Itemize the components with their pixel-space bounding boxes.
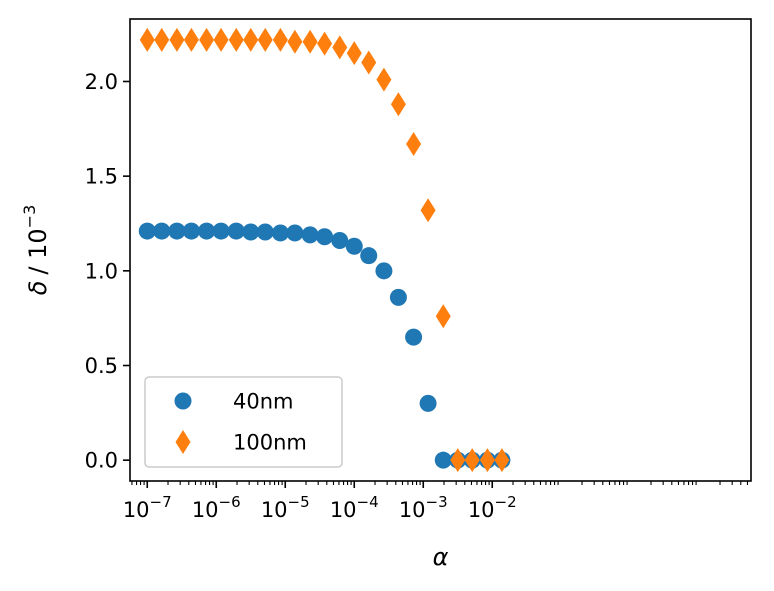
x-axis-label: α — [433, 543, 449, 571]
x-tick-label: 10−3 — [399, 493, 448, 522]
data-point-100nm-15 — [361, 50, 377, 75]
data-point-100nm-18 — [406, 131, 422, 156]
data-point-100nm-21 — [450, 448, 466, 473]
y-tick-label: 0.5 — [85, 354, 118, 378]
axes-layer: 0.00.51.01.52.010−7 10−6 10−5 10−4 10−3 10−2α… — [20, 18, 752, 571]
data-point-40nm-0 — [138, 222, 156, 240]
legend: 40nm 100nm — [144, 376, 343, 468]
data-point-40nm-14 — [345, 237, 363, 255]
x-tick-label: 10−7 — [123, 493, 172, 522]
data-point-100nm-14 — [346, 41, 362, 66]
plot-layer — [138, 27, 511, 473]
legend-box — [144, 376, 343, 468]
series-100nm — [139, 27, 510, 473]
data-point-100nm-2 — [169, 27, 185, 52]
data-point-40nm-5 — [212, 222, 230, 240]
x-tick-exponent: −3 — [426, 493, 448, 511]
x-tick-label: 10−2 — [468, 493, 517, 522]
x-tick-label: 10−5 — [261, 493, 310, 522]
y-axis-label-exponent: −3 — [20, 205, 39, 229]
data-point-40nm-17 — [389, 288, 407, 306]
x-tick-label: 10−6 — [192, 493, 241, 522]
legend-label-100nm: 100nm — [233, 431, 307, 455]
data-point-40nm-15 — [360, 247, 378, 265]
legend-marker-100nm — [175, 430, 191, 454]
x-tick-base: 10 — [468, 498, 495, 522]
data-point-40nm-3 — [182, 222, 200, 240]
data-point-40nm-20 — [434, 451, 452, 469]
data-point-100nm-23 — [479, 448, 495, 473]
data-point-100nm-13 — [332, 35, 348, 60]
legend-label-40nm: 40nm — [233, 390, 294, 414]
x-tick-base: 10 — [261, 498, 288, 522]
data-point-40nm-13 — [331, 232, 349, 250]
data-point-100nm-24 — [494, 448, 510, 473]
data-point-40nm-2 — [168, 222, 186, 240]
data-point-100nm-20 — [435, 304, 451, 329]
x-tick-exponent: −5 — [288, 493, 310, 511]
x-tick-base: 10 — [399, 498, 426, 522]
data-point-100nm-3 — [183, 27, 199, 52]
x-tick-base: 10 — [123, 498, 150, 522]
data-point-40nm-4 — [198, 222, 216, 240]
data-point-100nm-17 — [390, 92, 406, 117]
x-tick-exponent: −7 — [150, 493, 172, 511]
y-tick-label: 2.0 — [85, 70, 118, 94]
x-tick-exponent: −2 — [495, 493, 517, 511]
data-point-100nm-11 — [302, 29, 318, 54]
data-point-100nm-4 — [199, 27, 215, 52]
data-point-40nm-10 — [286, 224, 304, 242]
data-point-100nm-6 — [228, 27, 244, 52]
y-tick-label: 1.5 — [85, 165, 118, 189]
data-point-100nm-8 — [257, 27, 273, 52]
data-point-40nm-8 — [256, 223, 274, 241]
data-point-100nm-10 — [287, 29, 303, 54]
data-point-40nm-6 — [227, 222, 245, 240]
data-point-100nm-1 — [154, 27, 170, 52]
data-point-40nm-18 — [405, 328, 423, 346]
x-tick-base: 10 — [192, 498, 219, 522]
axes-frame — [129, 18, 752, 482]
data-point-40nm-1 — [153, 222, 171, 240]
data-point-40nm-9 — [271, 224, 289, 242]
data-point-100nm-19 — [420, 198, 436, 223]
data-point-40nm-7 — [242, 223, 260, 241]
data-point-40nm-11 — [301, 226, 319, 244]
data-point-40nm-16 — [375, 262, 393, 280]
data-point-100nm-9 — [272, 27, 288, 52]
data-point-100nm-16 — [376, 67, 392, 92]
data-point-100nm-12 — [317, 31, 333, 56]
y-axis-label: δ / 10−3 — [20, 205, 52, 296]
data-point-100nm-5 — [213, 27, 229, 52]
x-tick-exponent: −4 — [357, 493, 379, 511]
data-point-40nm-12 — [316, 228, 334, 246]
data-point-40nm-19 — [419, 394, 437, 412]
legend-marker-40nm — [174, 392, 192, 410]
data-point-100nm-7 — [243, 27, 259, 52]
y-axis-label-unit: / 10 — [24, 228, 52, 274]
data-point-100nm-22 — [464, 448, 480, 473]
x-tick-exponent: −6 — [219, 493, 241, 511]
data-point-100nm-0 — [139, 27, 155, 52]
y-tick-label: 1.0 — [85, 259, 118, 283]
y-tick-label: 0.0 — [85, 449, 118, 473]
y-axis-label-symbol: δ — [24, 281, 52, 296]
x-tick-base: 10 — [330, 498, 357, 522]
x-tick-label: 10−4 — [330, 493, 379, 522]
